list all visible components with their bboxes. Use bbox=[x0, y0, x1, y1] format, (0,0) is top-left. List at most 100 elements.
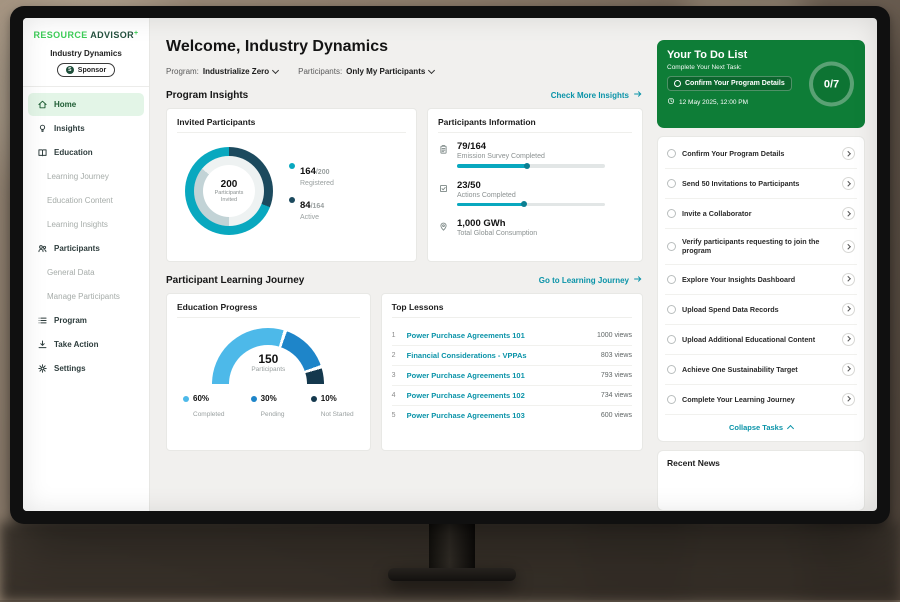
task-checkbox[interactable] bbox=[667, 209, 676, 218]
todo-task-row[interactable]: Send 50 Invitations to Participants bbox=[665, 169, 857, 199]
lesson-rank: 4 bbox=[392, 392, 400, 399]
task-checkbox[interactable] bbox=[667, 179, 676, 188]
sidebar-item-label: Participants bbox=[54, 244, 100, 253]
sidebar-item[interactable]: Learning Journey bbox=[28, 165, 144, 188]
chevron-right-icon bbox=[846, 211, 851, 216]
sidebar-item[interactable]: General Data bbox=[28, 261, 144, 284]
collapse-tasks-label: Collapse Tasks bbox=[729, 423, 783, 432]
lesson-link[interactable]: Financial Considerations - VPPAs bbox=[407, 351, 594, 360]
sidebar-item[interactable]: Learning Insights bbox=[28, 213, 144, 236]
monitor-stand-neck bbox=[429, 518, 475, 572]
sidebar-item-label: Learning Journey bbox=[47, 172, 109, 181]
lesson-row: 1 Power Purchase Agreements 101 1000 vie… bbox=[392, 326, 632, 346]
go-to-learning-journey-link[interactable]: Go to Learning Journey bbox=[539, 274, 643, 286]
legend-dot bbox=[289, 197, 295, 203]
lesson-link[interactable]: Power Purchase Agreements 102 bbox=[407, 391, 594, 400]
lesson-link[interactable]: Power Purchase Agreements 103 bbox=[407, 411, 594, 420]
next-task-due: 12 May 2025, 12:00 PM bbox=[667, 97, 797, 107]
logo-plus: + bbox=[134, 30, 139, 37]
todo-panel: Your To Do List Complete Your Next Task:… bbox=[655, 18, 877, 511]
top-lessons-card: Top Lessons 1 Power Purchase Agreements … bbox=[381, 293, 643, 451]
chevron-right-icon bbox=[846, 367, 851, 372]
lesson-row: 5 Power Purchase Agreements 103 600 view… bbox=[392, 406, 632, 425]
survey-icon bbox=[438, 142, 449, 153]
program-insights-cards: Invited Participants 200 Participants In… bbox=[166, 108, 643, 262]
task-chevron-button[interactable] bbox=[842, 240, 855, 253]
sidebar-item[interactable]: Take Action bbox=[28, 333, 144, 356]
gauge-center: 150 Participants bbox=[212, 352, 324, 373]
sidebar-item[interactable]: Education bbox=[28, 141, 144, 164]
collapse-tasks-link[interactable]: Collapse Tasks bbox=[665, 415, 857, 438]
progress-bar-fill bbox=[457, 164, 528, 168]
task-chevron-button[interactable] bbox=[842, 177, 855, 190]
task-checkbox[interactable] bbox=[667, 395, 676, 404]
chevron-down-icon bbox=[428, 67, 435, 74]
filter-select[interactable]: Participants: Only My Participants bbox=[298, 67, 434, 76]
todo-task-row[interactable]: Confirm Your Program Details bbox=[665, 139, 857, 169]
sidebar-item[interactable]: Participants bbox=[28, 237, 144, 260]
legend-text: 30% Pending bbox=[261, 394, 285, 421]
sidebar-item-label: General Data bbox=[47, 268, 95, 277]
todo-task-row[interactable]: Explore Your Insights Dashboard bbox=[665, 265, 857, 295]
invited-participants-chart-area: 200 Participants Invited 164/200 bbox=[177, 141, 406, 235]
todo-list-card: Confirm Your Program Details Send 50 Inv… bbox=[657, 136, 865, 442]
task-chevron-button[interactable] bbox=[842, 363, 855, 376]
sidebar-item[interactable]: Manage Participants bbox=[28, 285, 144, 308]
learning-journey-header: Participant Learning Journey Go to Learn… bbox=[166, 274, 643, 286]
sidebar-item[interactable]: Home bbox=[28, 93, 144, 116]
program-insights-header: Program Insights Check More Insights bbox=[166, 89, 643, 101]
task-chevron-button[interactable] bbox=[842, 393, 855, 406]
legend-value: 84 bbox=[300, 200, 311, 211]
filter-select[interactable]: Program: Industrialize Zero bbox=[166, 67, 278, 76]
sidebar-item[interactable]: Education Content bbox=[28, 189, 144, 212]
task-checkbox[interactable] bbox=[667, 335, 676, 344]
task-checkbox[interactable] bbox=[667, 242, 676, 251]
check-more-insights-link[interactable]: Check More Insights bbox=[551, 89, 643, 101]
stat-label: Actions Completed bbox=[457, 192, 605, 199]
todo-task-row[interactable]: Achieve One Sustainability Target bbox=[665, 355, 857, 385]
actions-icon bbox=[438, 181, 449, 192]
logo-text-secondary: ADVISOR bbox=[90, 30, 134, 40]
take-action-icon bbox=[37, 339, 48, 350]
stat-content: 1,000 GWh Total Global Consumption bbox=[457, 218, 537, 241]
task-checkbox[interactable] bbox=[667, 275, 676, 284]
legend-value: 60% bbox=[193, 394, 224, 403]
task-label: Confirm Your Program Details bbox=[682, 149, 836, 158]
legend-item: 10% Not Started bbox=[311, 394, 354, 421]
todo-task-list: Confirm Your Program Details Send 50 Inv… bbox=[665, 139, 857, 415]
task-checkbox[interactable] bbox=[667, 305, 676, 314]
legend-text: 60% Completed bbox=[193, 394, 224, 421]
task-checkbox-icon bbox=[674, 80, 681, 87]
next-task-pill[interactable]: Confirm Your Program Details bbox=[667, 76, 792, 91]
sidebar-item[interactable]: Program bbox=[28, 309, 144, 332]
legend-text: 10% Not Started bbox=[321, 394, 354, 421]
task-checkbox[interactable] bbox=[667, 149, 676, 158]
todo-task-row[interactable]: Upload Additional Educational Content bbox=[665, 325, 857, 355]
task-chevron-button[interactable] bbox=[842, 207, 855, 220]
filter-value: Industrialize Zero bbox=[203, 67, 269, 76]
todo-task-row[interactable]: Complete Your Learning Journey bbox=[665, 385, 857, 415]
todo-task-row[interactable]: Upload Spend Data Records bbox=[665, 295, 857, 325]
arrow-right-icon bbox=[633, 274, 643, 286]
sidebar-item[interactable]: Settings bbox=[28, 357, 144, 380]
task-chevron-button[interactable] bbox=[842, 273, 855, 286]
filter-label: Program: bbox=[166, 67, 199, 76]
stat-value: 79/164 bbox=[457, 141, 605, 152]
sidebar-item[interactable]: Insights bbox=[28, 117, 144, 140]
progress-bar-fill bbox=[457, 203, 525, 207]
donut-center: 200 Participants Invited bbox=[203, 165, 255, 217]
todo-task-row[interactable]: Verify participants requesting to join t… bbox=[665, 229, 857, 265]
stat-row: 23/50 Actions Completed bbox=[438, 180, 632, 207]
todo-task-row[interactable]: Invite a Collaborator bbox=[665, 199, 857, 229]
education-progress-card: Education Progress 150 Participants bbox=[166, 293, 371, 451]
legend-item: 30% Pending bbox=[251, 394, 285, 421]
lesson-link[interactable]: Power Purchase Agreements 101 bbox=[407, 331, 590, 340]
legend-label: Pending bbox=[261, 411, 285, 418]
task-chevron-button[interactable] bbox=[842, 303, 855, 316]
task-chevron-button[interactable] bbox=[842, 147, 855, 160]
task-chevron-button[interactable] bbox=[842, 333, 855, 346]
task-label: Verify participants requesting to join t… bbox=[682, 237, 836, 256]
task-checkbox[interactable] bbox=[667, 365, 676, 374]
legend-dot bbox=[183, 396, 189, 402]
lesson-link[interactable]: Power Purchase Agreements 101 bbox=[407, 371, 594, 380]
